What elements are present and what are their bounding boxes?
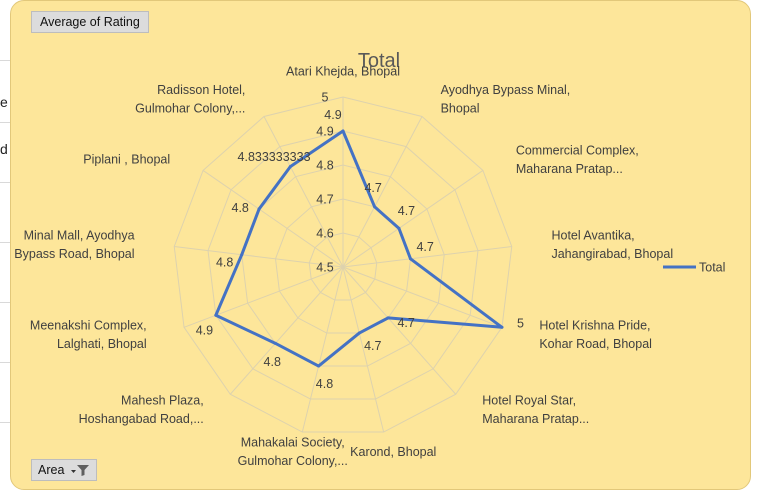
sheet-cell-fragment: e: [0, 94, 8, 110]
grid-ring: [173, 96, 513, 433]
radial-tick-label: 4.7: [316, 193, 333, 207]
data-point: [357, 331, 361, 335]
grid-spoke: [202, 170, 344, 268]
grid-spoke: [342, 266, 457, 395]
category-label: Hotel Royal Star, Maharana Pratap...: [482, 393, 589, 426]
data-point: [373, 205, 377, 209]
data-label: 4.7: [416, 240, 433, 254]
data-point: [386, 316, 390, 320]
data-point: [341, 129, 345, 133]
radial-tick-label: 5: [322, 91, 329, 105]
data-point: [288, 165, 292, 169]
radial-tick-label: 4.5: [316, 261, 333, 275]
data-point: [317, 364, 321, 368]
data-label: 4.8: [316, 377, 333, 391]
category-label: Karond, Bhopal: [350, 445, 436, 459]
category-label: Minal Mall, Ayodhya Bypass Road, Bhopal: [14, 228, 134, 260]
radial-tick-label: 4.6: [316, 227, 333, 241]
grid-spoke: [183, 266, 344, 328]
data-label: 4.7: [397, 316, 414, 330]
grid-spoke: [342, 266, 385, 433]
data-point: [500, 325, 504, 329]
sheet-gridline: [0, 122, 14, 123]
sheet-gridline: [0, 302, 14, 303]
grid-spoke: [301, 266, 344, 433]
category-label: Mahakalai Society, Gulmohar Colony,...: [238, 436, 348, 469]
chart-title: Total: [358, 50, 400, 72]
sheet-gridline: [0, 182, 14, 183]
category-label: Hotel Krishna Pride, Kohar Road, Bhopal: [539, 319, 652, 352]
data-point: [397, 226, 401, 230]
sheet-gridline: [0, 362, 14, 363]
area-field-button[interactable]: Area: [31, 459, 98, 481]
radial-tick-label: 4.8: [316, 159, 333, 173]
category-label: Meenakshi Complex, Lalghati, Bhopal: [30, 319, 147, 352]
data-label: 4.9: [324, 108, 341, 122]
sheet-gridline: [0, 242, 14, 243]
data-label: 4.7: [364, 181, 381, 195]
radial-tick-labels: 4.5 4.6 4.7 4.8 4.9 5: [316, 91, 333, 275]
radial-tick-label: 4.9: [316, 125, 333, 139]
value-field-label: Average of Rating: [40, 15, 140, 29]
sheet-gridline: [0, 422, 14, 423]
legend-label: Total: [699, 261, 725, 275]
grid-spoke: [342, 266, 503, 328]
data-label: 4.7: [398, 204, 415, 218]
radar-grid: [173, 96, 513, 433]
area-field-label: Area: [38, 463, 65, 477]
pivot-chart[interactable]: Average of Rating Total 4.5 4.6 4.7 4.8 4.9 5…: [10, 0, 751, 490]
value-field-button[interactable]: Average of Rating: [31, 11, 149, 33]
data-label: 4.8: [216, 256, 233, 270]
filter-dropdown-icon[interactable]: [70, 463, 90, 477]
data-point: [257, 207, 261, 211]
grid-spoke: [342, 170, 484, 268]
grid-ring: [308, 232, 378, 301]
data-label: 4.833333333: [238, 150, 311, 164]
grid-spoke: [342, 246, 512, 268]
data-label: 5: [517, 317, 524, 331]
data-labels: 4.9 4.7 4.7 4.7 5 4.7 4.7 4.8 4.8 4.9 4.8 4.8 4.8333…: [196, 108, 524, 391]
grid-spoke: [342, 116, 423, 268]
data-point: [409, 257, 413, 261]
grid-spoke: [174, 246, 344, 268]
category-label: Mahesh Plaza, Hoshangabad Road,...: [79, 393, 204, 426]
radar-chart: Total 4.54.64.74.84.95 4.94.74.74.754.74…: [14, 50, 725, 469]
series-line: [214, 129, 504, 368]
category-labels: Atari Khejda, Bhopal Ayodhya Bypass Minal…: [14, 65, 673, 469]
data-label: 4.8: [232, 201, 249, 215]
category-label: Hotel Avantika, Jahangirabad, Bhopal: [551, 228, 673, 260]
sheet-cell-fragment: d: [0, 141, 8, 157]
data-point: [214, 313, 218, 317]
legend: Total: [663, 261, 725, 275]
data-label: 4.9: [196, 323, 213, 337]
sheet-gridline: [0, 60, 14, 61]
data-label: 4.7: [364, 339, 381, 353]
category-label: Commercial Complex, Maharana Pratap...: [516, 143, 639, 176]
category-label: Ayodhya Bypass Minal, Bhopal: [441, 83, 571, 116]
data-point: [273, 341, 277, 345]
category-label: Atari Khejda, Bhopal: [286, 65, 400, 79]
category-label: Piplani , Bhopal: [83, 153, 170, 167]
data-label: 4.8: [264, 355, 281, 369]
grid-spoke: [229, 266, 344, 395]
grid-ring: [207, 130, 479, 400]
category-label: Radisson Hotel, Gulmohar Colony,...: [135, 83, 245, 116]
series-layer: [214, 129, 504, 368]
grid-spoke: [263, 116, 344, 268]
data-point: [240, 253, 244, 257]
